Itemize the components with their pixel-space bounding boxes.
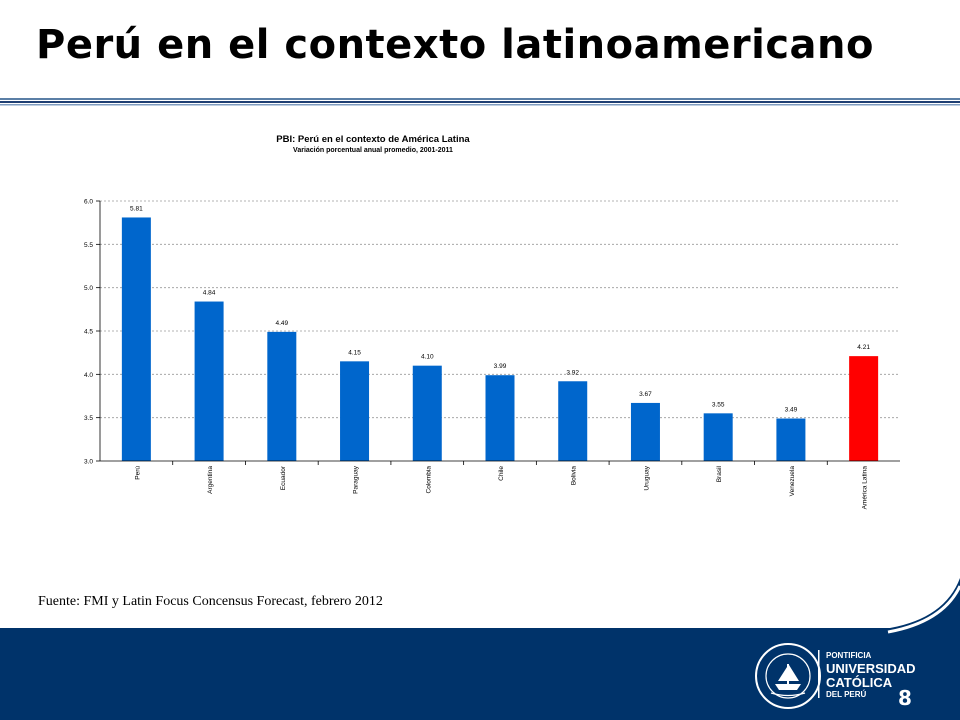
- x-tick-label: Uruguay: [643, 465, 650, 490]
- data-label: 5.81: [130, 205, 143, 212]
- logo-line-pontificia: PONTIFICIA: [826, 651, 872, 660]
- university-seal-icon: [755, 643, 821, 709]
- bar: [558, 381, 588, 461]
- x-tick-label: Perú: [134, 466, 141, 480]
- bar: [267, 331, 297, 461]
- logo-line-universidad: UNIVERSIDAD: [826, 661, 916, 676]
- y-tick-label: 3.0: [84, 459, 93, 466]
- y-tick-label: 5.5: [84, 242, 93, 249]
- y-tick-label: 3.5: [84, 415, 93, 422]
- slide-title: Perú en el contexto latinoamericano: [36, 22, 875, 68]
- source-note: Fuente: FMI y Latin Focus Concensus Fore…: [38, 594, 383, 609]
- data-label: 4.21: [857, 344, 870, 351]
- bar: [776, 418, 806, 461]
- data-label: 4.15: [348, 349, 361, 356]
- data-label: 4.49: [275, 320, 288, 327]
- data-label: 4.84: [203, 290, 216, 297]
- data-label: 3.67: [639, 391, 652, 398]
- y-axis: 3.0 3.5 4.0 4.5 5.0 5.5 6.0: [84, 199, 101, 466]
- page-number: 8: [898, 686, 912, 710]
- x-tick-label: Ecuador: [280, 465, 287, 490]
- x-tick-label: Colombia: [425, 466, 432, 494]
- bar: [340, 361, 370, 461]
- y-tick-label: 4.5: [84, 329, 93, 336]
- data-label: 3.55: [712, 401, 725, 408]
- bars: 5.81 4.84 4.49 4.15 4.10 3.99 3.92 3.67 3.55 3.49…: [121, 205, 879, 461]
- x-tick-label: Brasil: [716, 465, 723, 482]
- data-label: 4.10: [421, 354, 434, 361]
- bar: [703, 413, 733, 461]
- bar: [121, 217, 151, 461]
- gdp-bar-chart: PBI: Perú en el contexto de América Lati…: [84, 134, 900, 510]
- y-tick-label: 4.0: [84, 372, 93, 379]
- data-label: 3.49: [785, 407, 798, 414]
- bar: [849, 356, 879, 461]
- x-tick-label: Chile: [498, 466, 505, 481]
- chart-title: PBI: Perú en el contexto de América Lati…: [276, 134, 470, 145]
- bar: [194, 301, 224, 461]
- y-tick-label: 6.0: [84, 199, 93, 206]
- y-tick-label: 5.0: [84, 285, 93, 292]
- data-label: 3.92: [566, 369, 579, 376]
- logo-line-del-peru: DEL PERÚ: [826, 690, 867, 699]
- bar: [485, 375, 515, 461]
- x-tick-label: Argentina: [207, 466, 214, 494]
- x-tick-label: Bolivia: [571, 466, 578, 486]
- chart-subtitle: Variación porcentual anual promedio, 200…: [293, 147, 453, 154]
- x-tick-label: América Latina: [862, 466, 869, 510]
- data-label: 3.99: [494, 363, 507, 370]
- bar: [630, 402, 660, 461]
- x-tick-label: Venezuela: [789, 466, 796, 497]
- x-axis: Perú Argentina Ecuador Paraguay Colombia Chil…: [100, 460, 900, 510]
- title-divider: [0, 98, 960, 106]
- x-tick-label: Paraguay: [353, 465, 360, 494]
- bar: [412, 365, 442, 461]
- logo-line-catolica: CATÓLICA: [826, 675, 893, 690]
